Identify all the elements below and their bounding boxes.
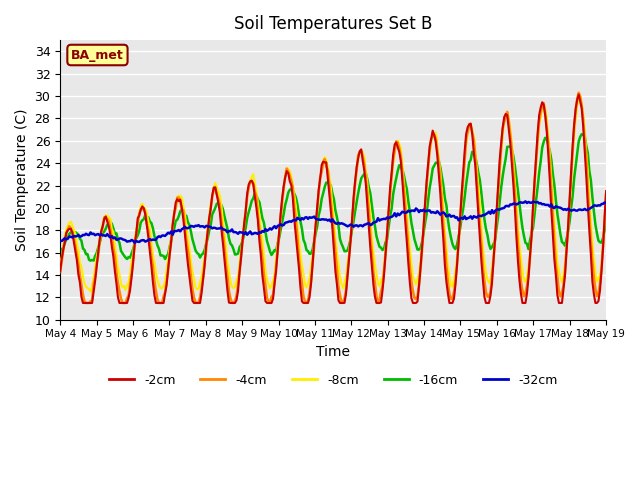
Title: Soil Temperatures Set B: Soil Temperatures Set B xyxy=(234,15,432,33)
-4cm xyxy=(125,293,132,299)
-16cm xyxy=(578,132,586,137)
-4cm xyxy=(56,269,64,275)
Text: BA_met: BA_met xyxy=(71,48,124,61)
Line: -32cm: -32cm xyxy=(60,202,606,243)
-16cm xyxy=(56,251,64,257)
-8cm xyxy=(87,288,95,294)
-32cm xyxy=(575,207,582,213)
-2cm xyxy=(125,295,132,300)
-8cm xyxy=(239,235,246,240)
X-axis label: Time: Time xyxy=(316,345,350,359)
-4cm xyxy=(602,192,610,198)
-16cm xyxy=(87,258,95,264)
-16cm xyxy=(221,213,228,219)
-32cm xyxy=(239,230,246,236)
-8cm xyxy=(573,102,581,108)
-8cm xyxy=(248,174,255,180)
-2cm xyxy=(575,92,582,97)
-2cm xyxy=(296,284,304,290)
-4cm xyxy=(221,244,228,250)
-2cm xyxy=(248,178,255,183)
-16cm xyxy=(573,151,581,156)
-32cm xyxy=(296,217,304,223)
-8cm xyxy=(296,252,304,258)
Line: -2cm: -2cm xyxy=(60,95,606,303)
-2cm xyxy=(79,300,87,306)
-32cm xyxy=(522,199,529,204)
-8cm xyxy=(221,230,228,236)
-16cm xyxy=(248,198,255,204)
-4cm xyxy=(82,300,90,306)
Legend: -2cm, -4cm, -8cm, -16cm, -32cm: -2cm, -4cm, -8cm, -16cm, -32cm xyxy=(104,369,563,392)
-2cm xyxy=(56,269,64,275)
-8cm xyxy=(602,195,610,201)
-4cm xyxy=(248,179,255,184)
-2cm xyxy=(221,255,228,261)
-32cm xyxy=(248,231,255,237)
-32cm xyxy=(602,200,610,206)
-4cm xyxy=(573,96,581,102)
-32cm xyxy=(124,239,131,244)
-32cm xyxy=(221,227,228,232)
-32cm xyxy=(131,240,138,246)
-16cm xyxy=(602,216,610,221)
Line: -4cm: -4cm xyxy=(60,93,606,303)
-2cm xyxy=(602,188,610,194)
-2cm xyxy=(239,237,246,243)
Line: -16cm: -16cm xyxy=(60,134,606,261)
-4cm xyxy=(296,269,304,275)
-16cm xyxy=(239,238,246,243)
-16cm xyxy=(125,254,132,260)
-8cm xyxy=(125,280,132,286)
-8cm xyxy=(56,260,64,265)
-4cm xyxy=(575,90,582,96)
Line: -8cm: -8cm xyxy=(60,96,606,291)
Y-axis label: Soil Temperature (C): Soil Temperature (C) xyxy=(15,108,29,251)
-16cm xyxy=(296,218,304,224)
-2cm xyxy=(573,97,581,103)
-8cm xyxy=(577,93,584,98)
-4cm xyxy=(239,238,246,244)
-32cm xyxy=(56,238,64,244)
